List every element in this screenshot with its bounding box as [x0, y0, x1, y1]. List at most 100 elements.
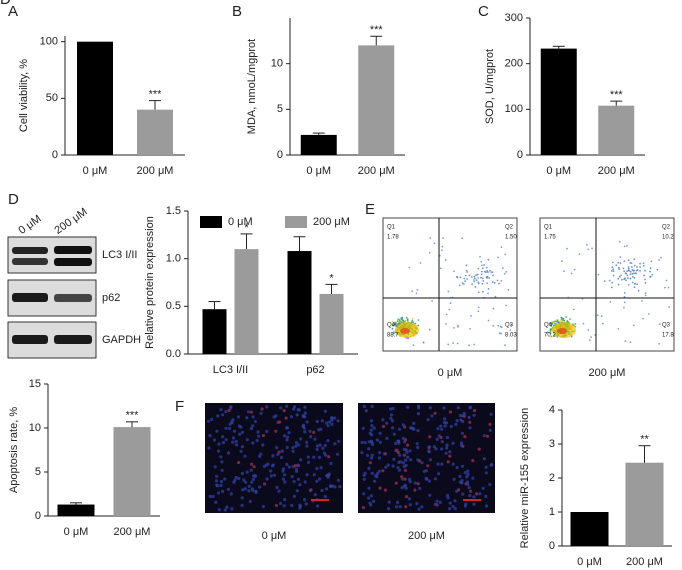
row-label: p62	[102, 292, 120, 304]
nucleus	[445, 446, 449, 450]
event-dot	[557, 321, 560, 323]
nucleus	[302, 415, 306, 419]
nucleus	[269, 474, 273, 478]
event-dot	[419, 262, 422, 264]
quadrant-value: 10.2	[662, 235, 674, 241]
event-dot	[483, 270, 486, 273]
event-dot	[588, 339, 591, 342]
nucleus	[271, 463, 275, 467]
nucleus	[251, 441, 255, 445]
nucleus	[236, 415, 240, 419]
event-dot	[591, 247, 593, 250]
event-dot	[445, 323, 447, 325]
nucleus	[460, 479, 464, 483]
nucleus	[378, 431, 382, 435]
nucleus	[387, 500, 391, 504]
nucleus	[305, 440, 309, 444]
nucleus	[249, 427, 253, 431]
nucleus	[261, 504, 265, 509]
x-tick-label: 0 μM	[306, 165, 331, 177]
event-dot	[626, 270, 628, 272]
nucleus	[367, 486, 371, 490]
event-dot	[477, 277, 480, 279]
nucleus	[389, 407, 393, 411]
nucleus	[416, 458, 420, 462]
nucleus	[408, 503, 412, 507]
nucleus	[444, 421, 449, 425]
nucleus	[440, 447, 444, 451]
event-dot	[597, 273, 600, 276]
nucleus	[269, 469, 273, 473]
nucleus	[295, 413, 299, 417]
legend-label: 0 μM	[228, 216, 253, 228]
band	[54, 258, 92, 266]
nucleus	[293, 464, 297, 468]
event-dot	[496, 279, 499, 282]
nucleus	[240, 430, 245, 434]
nucleus	[213, 465, 217, 469]
nucleus	[315, 447, 319, 452]
nucleus	[312, 455, 316, 459]
nucleus	[361, 426, 365, 430]
event-dot	[633, 264, 636, 267]
event-dot	[477, 310, 480, 313]
nucleus	[251, 415, 255, 419]
nucleus	[394, 441, 398, 446]
nucleus	[256, 430, 260, 434]
nucleus	[369, 428, 373, 432]
nucleus	[308, 429, 312, 433]
event-dot	[488, 277, 491, 279]
event-dot	[473, 343, 476, 346]
nucleus	[445, 443, 449, 447]
nucleus	[463, 471, 467, 475]
event-dot	[449, 302, 452, 305]
event-dot	[456, 342, 459, 345]
event-dot	[428, 252, 431, 254]
event-dot	[458, 284, 461, 287]
nucleus	[368, 431, 372, 435]
nucleus	[232, 429, 237, 433]
event-dot	[465, 269, 468, 272]
nucleus	[338, 485, 342, 489]
nucleus	[420, 505, 424, 509]
nucleus	[394, 481, 398, 485]
event-dot	[621, 278, 623, 281]
nucleus	[313, 493, 317, 497]
nucleus	[312, 473, 316, 477]
event-dot	[492, 324, 495, 327]
event-dot	[476, 273, 479, 276]
nucleus	[276, 452, 280, 456]
nucleus	[488, 422, 492, 426]
nucleus	[336, 478, 341, 482]
nucleus	[438, 500, 442, 504]
band	[54, 335, 92, 344]
event-dot	[466, 278, 468, 280]
event-dot	[636, 266, 638, 268]
event-dot	[635, 269, 638, 272]
event-dot	[549, 332, 552, 335]
x-tick-label: 200 μM	[598, 165, 635, 177]
nucleus	[412, 427, 416, 431]
x-tick-label: 200 μM	[114, 526, 151, 538]
nucleus	[370, 453, 374, 457]
event-dot	[629, 277, 632, 280]
event-dot	[456, 276, 459, 279]
nucleus	[396, 450, 400, 455]
nucleus	[308, 488, 312, 493]
event-dot	[566, 247, 568, 250]
event-dot	[559, 320, 562, 323]
event-dot	[639, 262, 641, 265]
x-tick-label: 200 μM	[137, 165, 174, 177]
nucleus	[377, 469, 381, 473]
nucleus	[402, 453, 406, 457]
nucleus	[482, 457, 486, 461]
row-label: LC3 I/II	[102, 249, 137, 261]
nucleus	[417, 507, 421, 511]
y-tick-label: 10	[29, 422, 41, 434]
nucleus	[485, 434, 490, 438]
event-dot	[464, 274, 467, 277]
x-tick-label: 0 μM	[64, 526, 89, 538]
nucleus	[325, 487, 329, 491]
nucleus	[397, 439, 401, 443]
